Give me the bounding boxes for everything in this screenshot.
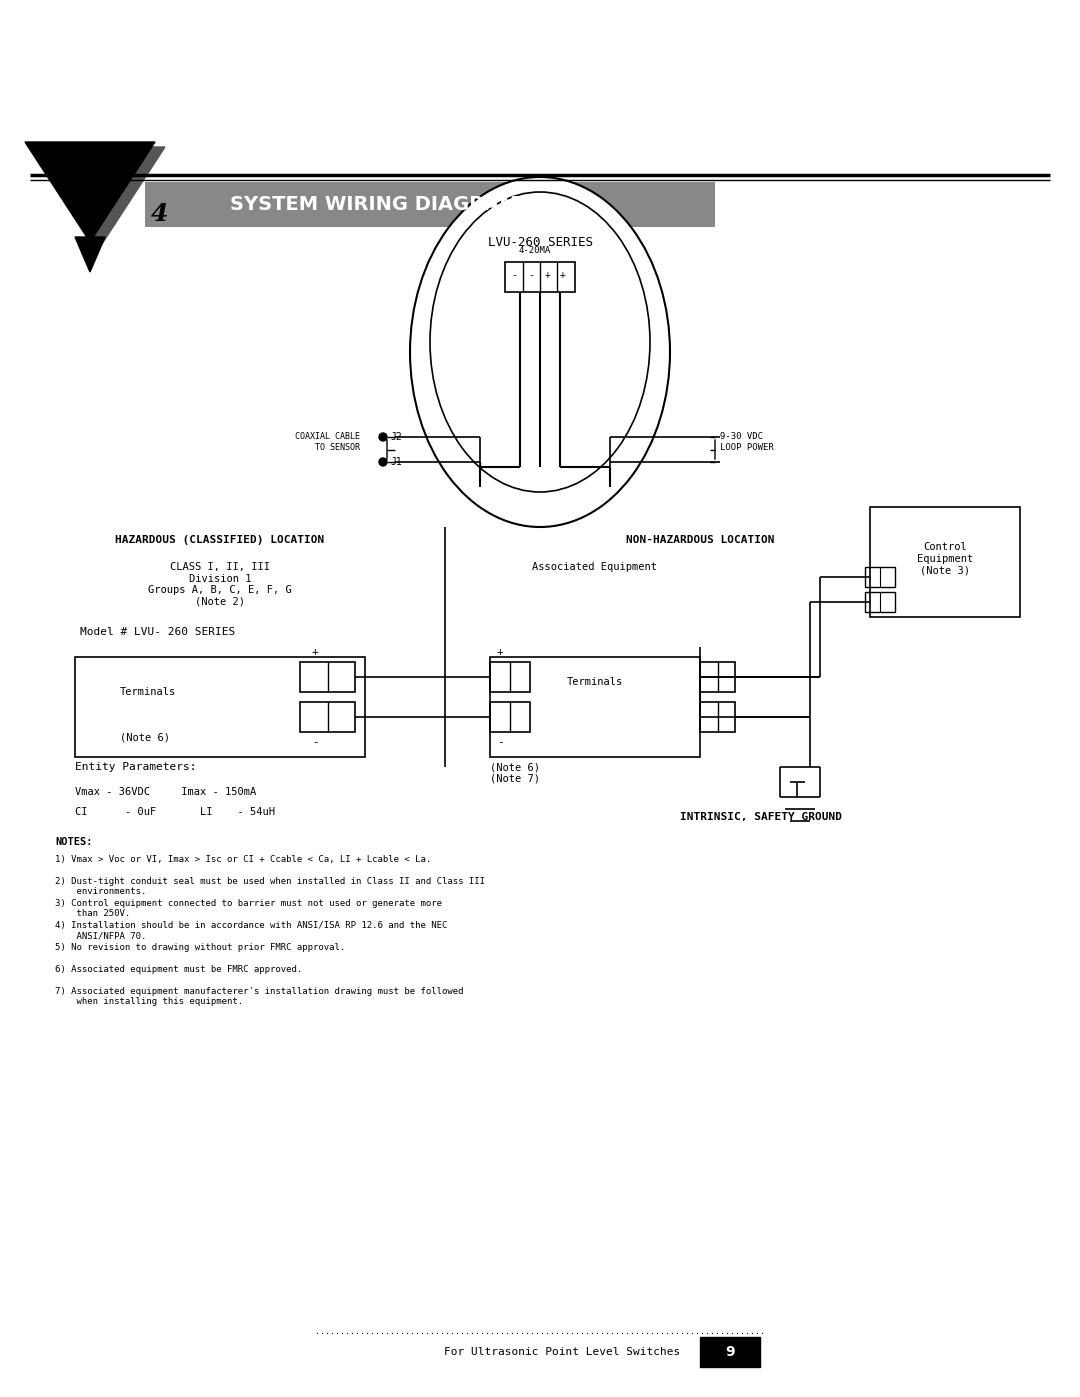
Ellipse shape — [410, 177, 670, 527]
Polygon shape — [25, 142, 156, 242]
Text: -: - — [528, 270, 534, 279]
Bar — [505, 263, 575, 292]
Text: (Note 6): (Note 6) — [120, 732, 170, 742]
Text: 1) Vmax > Voc or VI, Imax > Isc or CI + Ccable < Ca, LI + Lcable < La.: 1) Vmax > Voc or VI, Imax > Isc or CI + … — [55, 855, 431, 863]
Bar — [490, 657, 700, 757]
Text: +: + — [561, 270, 566, 279]
Bar — [300, 662, 355, 692]
Text: 5) No revision to drawing without prior FMRC approval.: 5) No revision to drawing without prior … — [55, 943, 346, 951]
Bar — [75, 657, 365, 757]
Text: Control
Equipment
(Note 3): Control Equipment (Note 3) — [917, 542, 973, 576]
Text: J1: J1 — [390, 457, 402, 467]
Bar — [865, 567, 895, 587]
Text: For Ultrasonic Point Level Switches: For Ultrasonic Point Level Switches — [444, 1347, 680, 1356]
Text: NOTES:: NOTES: — [55, 837, 93, 847]
Bar — [700, 1337, 760, 1368]
Text: HAZARDOUS (CLASSIFIED) LOCATION: HAZARDOUS (CLASSIFIED) LOCATION — [116, 535, 325, 545]
Text: 4-20MA: 4-20MA — [518, 246, 551, 256]
Text: +: + — [497, 647, 503, 657]
Polygon shape — [75, 237, 105, 272]
Text: (Note 6)
(Note 7): (Note 6) (Note 7) — [490, 761, 540, 784]
Text: 9-30 VDC
LOOP POWER: 9-30 VDC LOOP POWER — [720, 432, 773, 451]
Text: 3) Control equipment connected to barrier must not used or generate more
    tha: 3) Control equipment connected to barrie… — [55, 900, 442, 918]
Bar — [300, 703, 355, 732]
Ellipse shape — [430, 191, 650, 492]
Bar — [865, 592, 895, 612]
Text: J2: J2 — [390, 432, 402, 441]
Text: COAXIAL CABLE
TO SENSOR: COAXIAL CABLE TO SENSOR — [295, 432, 360, 451]
Text: INTRINSIC, SAFETY GROUND: INTRINSIC, SAFETY GROUND — [680, 812, 842, 821]
Text: Vmax - 36VDC     Imax - 150mA: Vmax - 36VDC Imax - 150mA — [75, 787, 256, 798]
Text: 7) Associated equipment manufacterer's installation drawing must be followed
   : 7) Associated equipment manufacterer's i… — [55, 988, 463, 1006]
Text: Model # LVU- 260 SERIES: Model # LVU- 260 SERIES — [80, 627, 235, 637]
Text: 9: 9 — [725, 1345, 734, 1359]
Bar — [700, 662, 735, 692]
Text: 4) Installation should be in accordance with ANSI/ISA RP 12.6 and the NEC
    AN: 4) Installation should be in accordance … — [55, 921, 447, 940]
Text: -: - — [312, 738, 319, 747]
Polygon shape — [35, 147, 165, 247]
Text: +: + — [545, 270, 551, 279]
Text: 2) Dust-tight conduit seal must be used when installed in Class II and Class III: 2) Dust-tight conduit seal must be used … — [55, 877, 485, 897]
Text: CLASS I, II, III
Division 1
Groups A, B, C, E, F, G
(Note 2): CLASS I, II, III Division 1 Groups A, B,… — [148, 562, 292, 606]
Text: +: + — [312, 647, 319, 657]
Text: SYSTEM WIRING DIAGRAM: SYSTEM WIRING DIAGRAM — [230, 194, 518, 214]
Bar — [145, 182, 715, 226]
Text: LVU-260 SERIES: LVU-260 SERIES — [487, 236, 593, 249]
Bar — [490, 662, 530, 692]
Text: NON-HAZARDOUS LOCATION: NON-HAZARDOUS LOCATION — [625, 535, 774, 545]
Text: Terminals: Terminals — [120, 687, 176, 697]
Text: -: - — [511, 270, 517, 279]
Text: Associated Equipment: Associated Equipment — [532, 562, 658, 571]
Text: Terminals: Terminals — [567, 678, 623, 687]
Circle shape — [379, 458, 387, 467]
Text: 4: 4 — [151, 203, 168, 226]
Bar — [490, 703, 530, 732]
Text: Entity Parameters:: Entity Parameters: — [75, 761, 197, 773]
Text: -: - — [497, 738, 503, 747]
Bar — [870, 507, 1020, 617]
Bar — [700, 703, 735, 732]
Text: ................................................................................: ........................................… — [315, 1327, 765, 1337]
Circle shape — [379, 433, 387, 441]
Text: CI      - 0uF       LI    - 54uH: CI - 0uF LI - 54uH — [75, 807, 275, 817]
Text: 6) Associated equipment must be FMRC approved.: 6) Associated equipment must be FMRC app… — [55, 965, 302, 974]
